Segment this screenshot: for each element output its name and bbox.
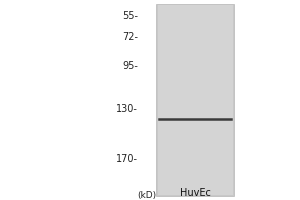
Text: (kD): (kD) xyxy=(137,191,156,200)
Text: 95-: 95- xyxy=(122,61,138,71)
Text: 55-: 55- xyxy=(122,11,138,21)
Text: HuvEc: HuvEc xyxy=(180,188,210,198)
Text: 170-: 170- xyxy=(116,154,138,164)
Text: 72-: 72- xyxy=(122,32,138,42)
Bar xyxy=(158,5,232,195)
Text: 130-: 130- xyxy=(116,104,138,114)
Bar xyxy=(156,4,234,196)
